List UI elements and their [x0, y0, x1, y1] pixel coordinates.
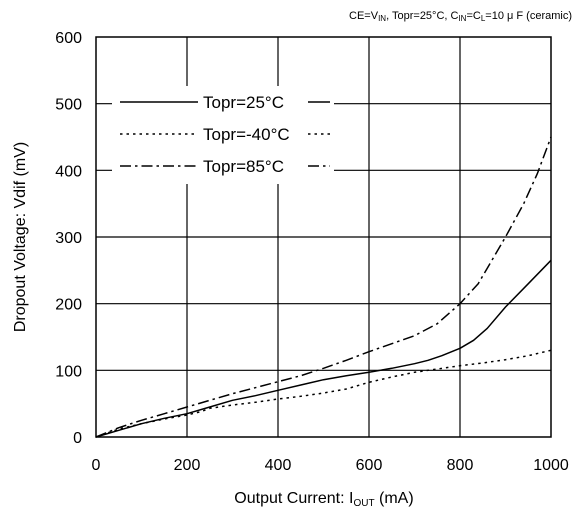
y-tick-label: 400: [55, 163, 82, 180]
y-tick-label: 0: [73, 430, 82, 447]
x-tick-label: 1000: [533, 457, 569, 474]
x-tick-label: 0: [92, 457, 101, 474]
x-tick-label: 800: [447, 457, 474, 474]
x-axis-title: Output Current: IOUT (mA): [234, 490, 413, 509]
x-tick-labels: 0 200 400 600 800 1000: [92, 457, 569, 474]
x-tick-label: 600: [356, 457, 383, 474]
y-tick-label: 600: [55, 30, 82, 47]
x-tick-label: 400: [265, 457, 292, 474]
x-tick-label: 200: [174, 457, 201, 474]
legend-label: Topr=25°C: [203, 93, 284, 112]
y-tick-label: 100: [55, 363, 82, 380]
y-tick-labels: 0 100 200 300 400 500 600: [55, 30, 82, 447]
y-tick-label: 200: [55, 297, 82, 314]
series-line-solid: [95, 259, 552, 438]
legend-label: Topr=85°C: [203, 157, 284, 176]
legend: Topr=25°C Topr=-40°C Topr=85°C: [112, 86, 334, 184]
y-tick-label: 500: [55, 97, 82, 114]
series-line-dashdot: [95, 136, 552, 438]
y-tick-label: 300: [55, 230, 82, 247]
y-axis-title: Dropout Voltage: Vdif (mV): [12, 142, 29, 332]
series-layer: [95, 136, 552, 438]
condition-text: CE=VIN, Topr=25°C, CIN=CL=10 μ F (cerami…: [349, 10, 572, 23]
plot-frame: [95, 36, 552, 438]
legend-label: Topr=-40°C: [203, 125, 290, 144]
series-line-dotted: [95, 349, 552, 438]
